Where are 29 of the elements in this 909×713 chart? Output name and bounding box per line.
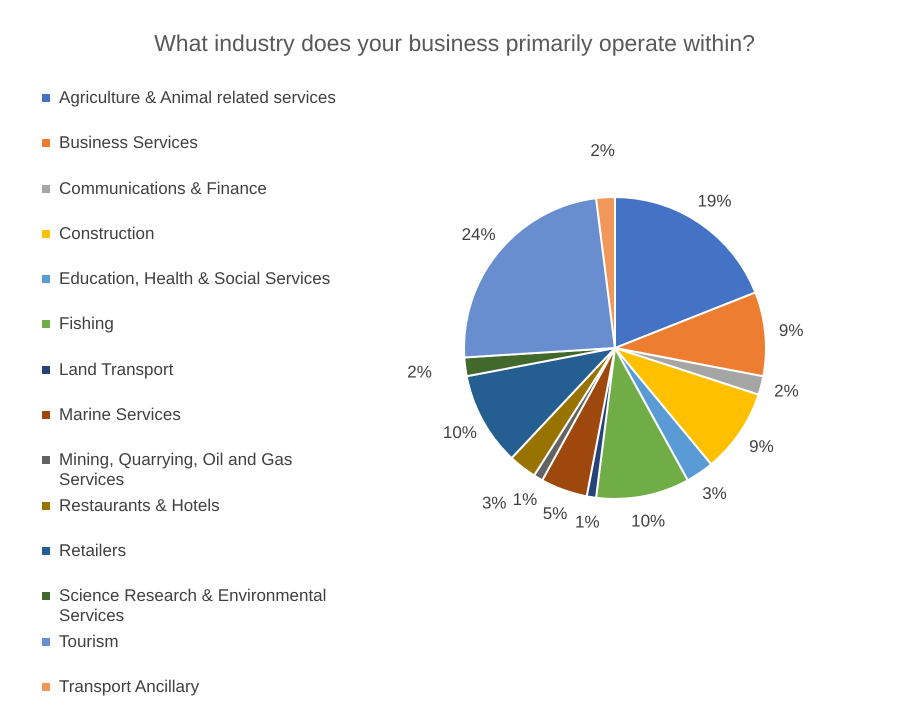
legend-label: Transport Ancillary — [59, 676, 200, 697]
data-label: 9% — [778, 321, 804, 340]
data-label: 10% — [631, 512, 666, 531]
data-label: 2% — [590, 141, 615, 160]
legend-label: Education, Health & Social Services — [59, 269, 330, 290]
legend-label: Fishing — [59, 314, 114, 334]
legend-label: Restaurants & Hotels — [59, 496, 220, 516]
legend-label: Agriculture & Animal related services — [59, 88, 336, 108]
legend-label: Land Transport — [59, 360, 174, 380]
legend-label: Construction — [59, 224, 154, 244]
legend-label: Marine Services — [59, 405, 181, 426]
data-label: 9% — [749, 437, 774, 456]
data-label: 19% — [697, 191, 732, 210]
data-label: 2% — [407, 362, 432, 382]
data-label: 1% — [512, 490, 538, 510]
legend-label: Retailers — [59, 540, 126, 561]
legend-label: Tourism — [59, 632, 119, 652]
data-label: 1% — [575, 512, 600, 532]
data-label: 10% — [442, 422, 477, 442]
data-label: 24% — [462, 224, 496, 244]
legend-label: Business Services — [59, 133, 198, 154]
data-label: 2% — [774, 382, 799, 401]
legend-label: Science Research & Environmental Services — [59, 586, 328, 626]
data-label: 3% — [702, 484, 727, 504]
legend-label: Mining, Quarrying, Oil and Gas Services — [59, 450, 294, 490]
chart-title: What industry does your business primarily operate within? — [153, 30, 756, 57]
data-label: 3% — [482, 493, 507, 512]
data-label: 5% — [542, 504, 568, 524]
legend-label: Communications & Finance — [59, 178, 267, 199]
